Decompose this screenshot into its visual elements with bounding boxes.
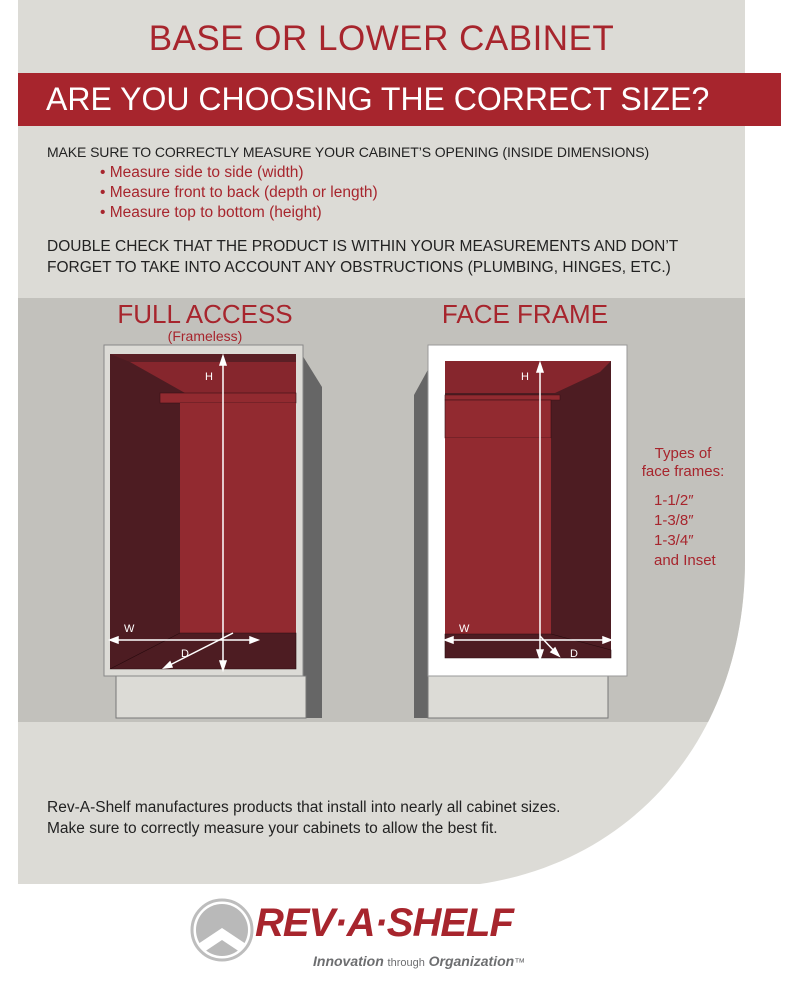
face-frame-cabinet: H W D xyxy=(414,344,628,719)
depth-label-d: D xyxy=(570,648,578,660)
face-frame-heading: FACE FRAME xyxy=(441,299,609,329)
height-label-h: H xyxy=(521,371,529,383)
list-item: 1-3/4″ xyxy=(654,532,694,549)
tagline-organization: Organization xyxy=(428,953,515,969)
list-item: 1-3/8″ xyxy=(654,512,694,529)
width-label-w: W xyxy=(459,623,470,635)
page-title: BASE OR LOWER CABINET xyxy=(148,19,615,58)
list-item: 1-1/2″ xyxy=(654,492,694,509)
tagline-innovation: Innovation xyxy=(313,953,384,969)
intro-text: MAKE SURE TO CORRECTLY MEASURE YOUR CABI… xyxy=(47,144,650,160)
footer-line-2: Make sure to correctly measure your cabi… xyxy=(47,820,498,837)
list-item: Measure side to side (width) xyxy=(100,163,378,183)
height-label-h: H xyxy=(205,371,213,383)
list-item: and Inset xyxy=(654,552,716,569)
full-access-heading: FULL ACCESS xyxy=(117,299,293,329)
types-title-line1: Types of xyxy=(654,445,712,462)
tagline-through: through xyxy=(387,957,425,969)
width-label-w: W xyxy=(124,623,135,635)
double-check-text: DOUBLE CHECK THAT THE PRODUCT IS WITHIN … xyxy=(47,238,678,276)
full-access-cabinet: H W D xyxy=(103,344,322,719)
depth-label-d: D xyxy=(181,648,189,660)
logo-tagline: Innovation through Organization™ xyxy=(313,953,525,972)
types-title-line2: face frames: xyxy=(641,463,725,480)
frameless-subtitle: (Frameless) xyxy=(167,328,243,344)
trademark: ™ xyxy=(514,957,526,969)
footer-text: Rev-A-Shelf manufactures products that i… xyxy=(47,797,560,839)
list-item: Measure front to back (depth or length) xyxy=(100,183,378,203)
face-frame-types: Types of face frames: 1-1/2″ 1-3/8″ 1-3/… xyxy=(628,445,738,571)
mountain-logo-icon xyxy=(190,898,254,962)
measure-list: Measure side to side (width) Measure fro… xyxy=(100,163,378,223)
rev-a-shelf-wordmark: REV·A·SHELF xyxy=(255,901,514,945)
list-item: Measure top to bottom (height) xyxy=(100,203,378,223)
headline-banner: ARE YOU CHOOSING THE CORRECT SIZE? xyxy=(18,73,781,126)
footer-line-1: Rev-A-Shelf manufactures products that i… xyxy=(47,799,561,816)
